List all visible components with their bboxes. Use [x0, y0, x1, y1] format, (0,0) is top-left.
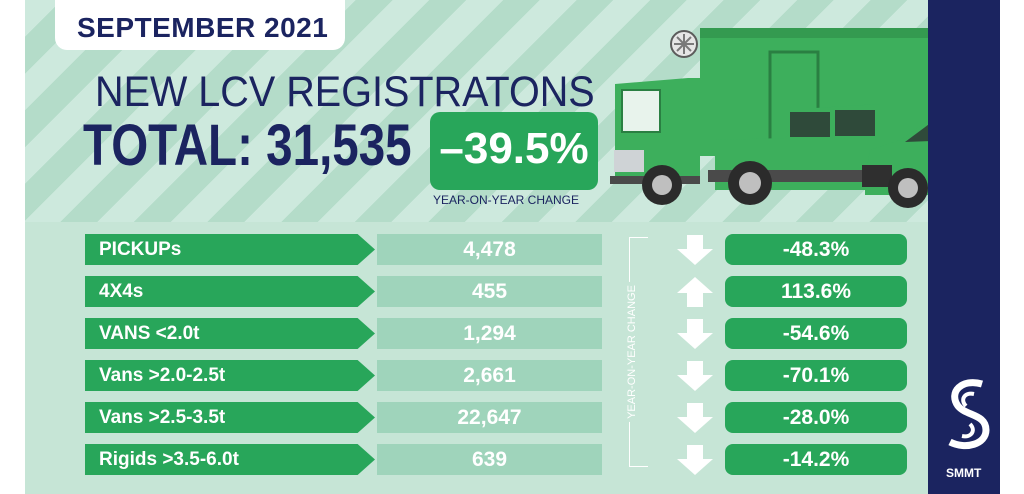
row-value: 455 [471, 280, 508, 303]
arrow-up-icon [677, 277, 713, 307]
row-value-box: 22,647 [377, 402, 602, 433]
car-icon [862, 120, 928, 208]
row-value: 639 [471, 448, 508, 471]
smmt-logo-icon [948, 379, 990, 449]
row-change: 113.6% [780, 280, 852, 303]
row-value-box: 639 [377, 444, 602, 475]
date-text: SEPTEMBER 2021 [77, 12, 329, 43]
row-value: 22,647 [457, 406, 522, 429]
row-change: -14.2% [782, 448, 850, 471]
row-change-box: -48.3% [725, 234, 907, 265]
row-label-box: PICKUPs [85, 234, 375, 265]
row-label-box: Rigids >3.5-6.0t [85, 444, 375, 475]
total-change-value: –39.5% [439, 124, 589, 173]
total-change-label: YEAR-ON-YEAR CHANGE [433, 193, 580, 207]
row-value-box: 1,294 [377, 318, 602, 349]
row-label-box: 4X4s [85, 276, 375, 307]
infographic-panel: SEPTEMBER 2021 NEW LCV REGISTRATONS TOTA… [25, 0, 928, 494]
arrow-down-icon [677, 319, 713, 349]
row-change-box: -14.2% [725, 444, 907, 475]
row-label: VANS <2.0t [99, 323, 200, 344]
row-label: Vans >2.5-3.5t [99, 407, 226, 428]
total-registrations: TOTAL: 31,535 [83, 112, 412, 179]
total-value: 31,535 [266, 113, 412, 178]
pickup-icon [708, 104, 908, 205]
row-label: 4X4s [99, 281, 144, 302]
row-change: -28.0% [782, 406, 850, 429]
row-change-box: -28.0% [725, 402, 907, 433]
arrow-down-icon [677, 361, 713, 391]
row-label: Rigids >3.5-6.0t [99, 449, 239, 470]
arrow-down-icon [677, 235, 713, 265]
row-value-box: 4,478 [377, 234, 602, 265]
arrow-down-icon [677, 445, 713, 475]
row-value: 4,478 [463, 238, 516, 261]
row-label-box: Vans >2.0-2.5t [85, 360, 375, 391]
row-change-box: 113.6% [725, 276, 907, 307]
row-value: 1,294 [463, 322, 516, 345]
row-label: PICKUPs [99, 239, 182, 260]
row-change: -54.6% [782, 322, 850, 345]
total-label: TOTAL: [83, 113, 253, 178]
date-badge [55, 0, 345, 50]
row-label-box: VANS <2.0t [85, 318, 375, 349]
row-change: -48.3% [782, 238, 850, 261]
arrow-down-icon [677, 403, 713, 433]
row-change-box: -54.6% [725, 318, 907, 349]
total-change-badge: –39.5% [430, 112, 598, 190]
change-axis-label: YEAR-ON-YEAR CHANGE [626, 282, 638, 422]
row-label-box: Vans >2.5-3.5t [85, 402, 375, 433]
row-change: -70.1% [782, 364, 850, 387]
vehicles-illustration [610, 28, 928, 208]
row-value: 2,661 [463, 364, 516, 387]
page-title: NEW LCV REGISTRATONS [95, 68, 595, 116]
row-label: Vans >2.0-2.5t [99, 365, 226, 386]
brand-name: SMMT [946, 466, 982, 480]
row-value-box: 455 [377, 276, 602, 307]
row-value-box: 2,661 [377, 360, 602, 391]
row-change-box: -70.1% [725, 360, 907, 391]
